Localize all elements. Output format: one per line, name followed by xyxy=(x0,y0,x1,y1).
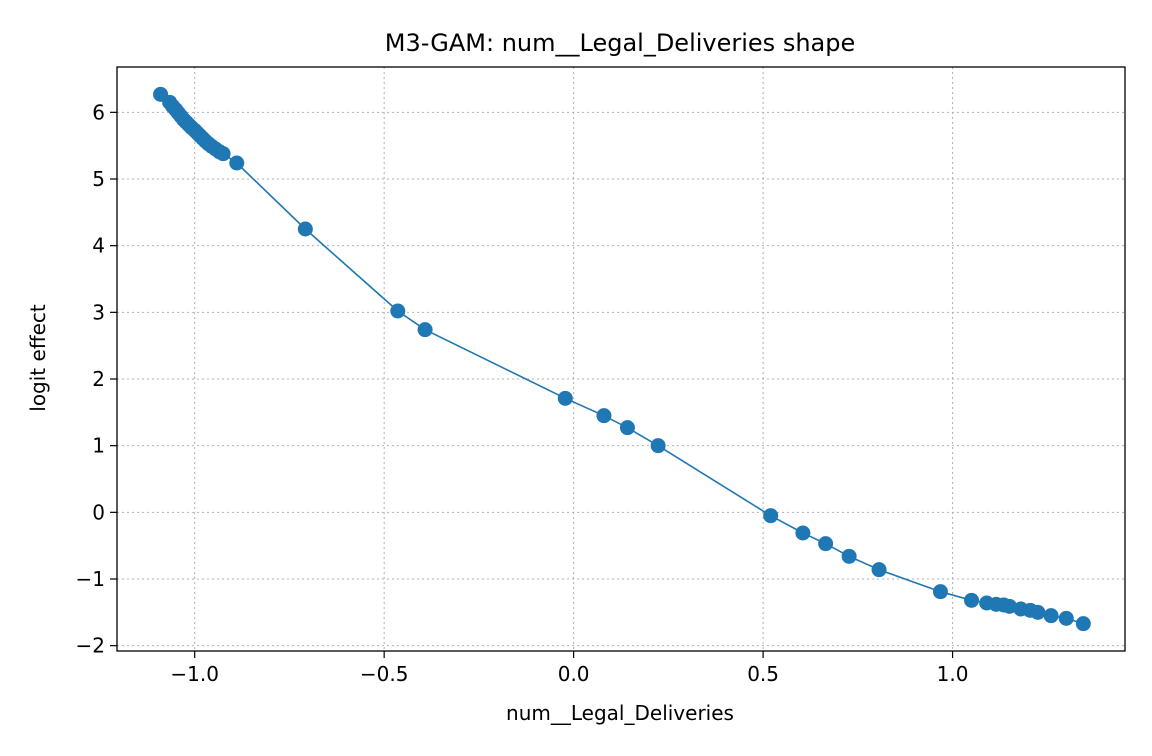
axes-frame xyxy=(116,66,1126,652)
data-point xyxy=(964,592,980,608)
data-point xyxy=(619,420,635,436)
y-tick-label: 2 xyxy=(92,367,105,391)
y-tick-label: −2 xyxy=(76,634,105,658)
y-axis-label: logit effect xyxy=(26,304,50,412)
x-axis: −1.0 −0.5 0.0 0.5 1.0 xyxy=(170,651,968,686)
x-tick-label: −0.5 xyxy=(360,662,409,686)
x-tick-label: −1.0 xyxy=(170,662,219,686)
data-point xyxy=(1001,598,1017,614)
data-point xyxy=(841,548,857,564)
data-point xyxy=(932,584,948,600)
data-point xyxy=(557,390,573,406)
y-tick-label: −1 xyxy=(76,567,105,591)
data-point xyxy=(871,562,887,578)
data-point xyxy=(229,155,245,171)
series-line xyxy=(160,93,1084,625)
data-point xyxy=(390,303,406,319)
x-tick-label: 1.0 xyxy=(937,662,969,686)
x-tick-label: 0.0 xyxy=(558,662,590,686)
y-tick-label: 0 xyxy=(92,500,105,524)
grid xyxy=(117,67,1125,651)
data-point xyxy=(795,525,811,541)
y-tick-label: 6 xyxy=(92,100,105,124)
x-tick-label: 0.5 xyxy=(747,662,779,686)
y-axis: −2 −1 0 1 2 3 4 5 6 xyxy=(76,100,117,658)
series-line-layer xyxy=(160,93,1084,625)
data-point xyxy=(1030,604,1046,620)
data-point xyxy=(596,408,612,424)
y-tick-label: 5 xyxy=(92,167,105,191)
data-point xyxy=(1043,608,1059,624)
data-point xyxy=(1058,610,1074,626)
data-point xyxy=(650,438,666,454)
y-tick-label: 4 xyxy=(92,234,105,258)
data-point xyxy=(297,221,313,237)
y-tick-label: 3 xyxy=(92,300,105,324)
data-point xyxy=(818,536,834,552)
y-tick-label: 1 xyxy=(92,434,105,458)
chart-title: M3-GAM: num__Legal_Deliveries shape xyxy=(385,29,855,57)
x-axis-label: num__Legal_Deliveries xyxy=(506,701,734,725)
data-point xyxy=(215,146,231,162)
data-point xyxy=(417,322,433,338)
data-point xyxy=(763,508,779,524)
series-points-layer xyxy=(153,86,1091,632)
data-point xyxy=(1075,616,1091,632)
